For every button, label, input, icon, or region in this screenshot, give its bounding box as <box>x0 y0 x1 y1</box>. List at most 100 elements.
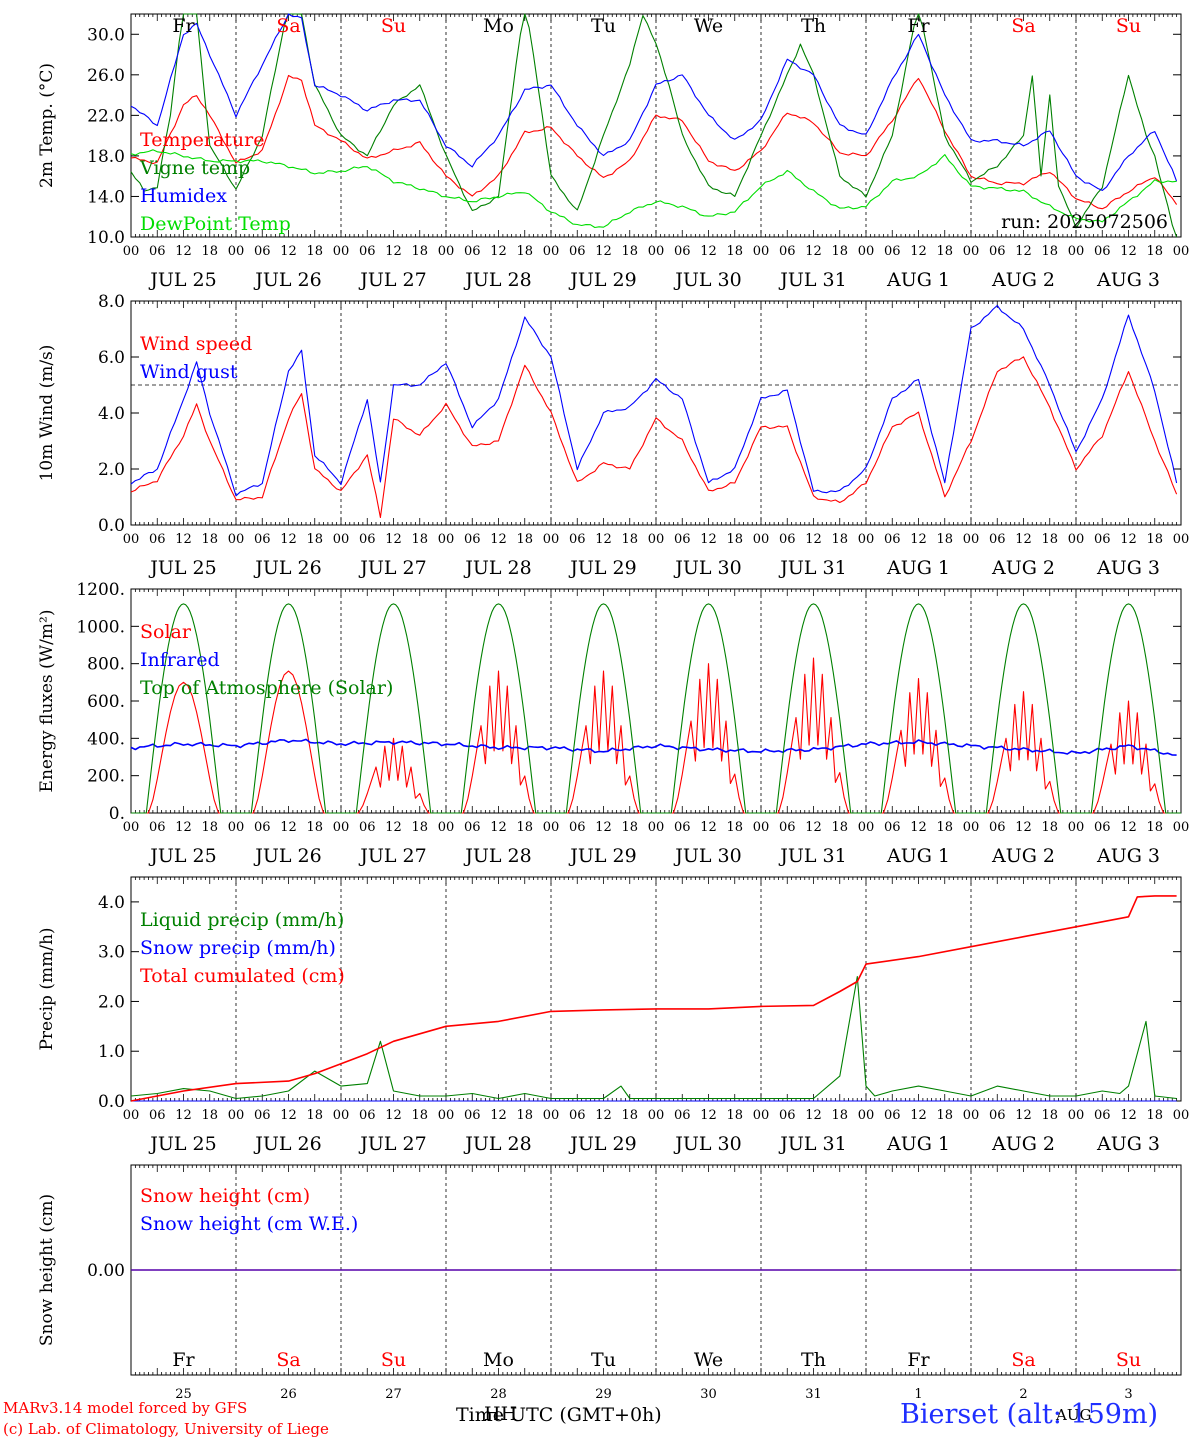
date-label: JUL 26 <box>253 845 321 867</box>
hour-tick-label: 00 <box>963 820 980 835</box>
plot-frame <box>130 588 1182 814</box>
hour-tick-label: 18 <box>411 1108 428 1123</box>
weekday-label: Tu <box>591 15 616 37</box>
y-tick-label: 18.0 <box>87 147 125 167</box>
hour-tick-label: 12 <box>1015 244 1032 259</box>
hour-tick-label: 00 <box>1173 1108 1190 1123</box>
hour-tick-label: 00 <box>438 244 455 259</box>
legend-entry: Temperature <box>140 129 264 151</box>
hour-tick-label: 06 <box>464 532 481 547</box>
hour-tick-label: 00 <box>1173 532 1190 547</box>
hour-tick-label: 06 <box>674 244 691 259</box>
date-label: JUL 29 <box>568 557 636 579</box>
legend-entry: Humidex <box>140 185 227 207</box>
hour-tick-label: 06 <box>1094 244 1111 259</box>
legend-entry: Wind gust <box>140 361 238 383</box>
hour-tick-label: 18 <box>306 244 323 259</box>
hour-tick-label: 18 <box>621 532 638 547</box>
hour-tick-label: 00 <box>123 1108 140 1123</box>
weekday-label-bottom: Sa <box>1011 1349 1035 1371</box>
hour-tick-label: 00 <box>753 532 770 547</box>
hour-tick-label: 00 <box>543 820 560 835</box>
date-label: JUL 30 <box>673 1133 741 1155</box>
hour-tick-label: 12 <box>175 244 192 259</box>
y-axis-label: 2m Temp. (°C) <box>37 63 57 188</box>
legend-entry: Snow height (cm) <box>140 1185 310 1207</box>
hour-tick-label: 18 <box>1041 1108 1058 1123</box>
hour-tick-label: 06 <box>989 532 1006 547</box>
y-tick-label: 200. <box>87 767 125 787</box>
hour-tick-label: 18 <box>516 244 533 259</box>
hour-tick-label: 06 <box>254 244 271 259</box>
weekday-label-bottom: Mo <box>483 1349 514 1371</box>
hour-tick-label: 00 <box>543 244 560 259</box>
hour-tick-label: 12 <box>910 1108 927 1123</box>
station-label: Bierset (alt: 159m) <box>900 1399 1159 1430</box>
date-label: JUL 25 <box>148 845 216 867</box>
hour-tick-label: 12 <box>1120 820 1137 835</box>
date-label: JUL 27 <box>358 557 426 579</box>
hour-tick-label: 00 <box>963 532 980 547</box>
hour-tick-label: 06 <box>674 1108 691 1123</box>
date-label: JUL 25 <box>148 269 216 291</box>
hour-tick-label: 06 <box>149 1108 166 1123</box>
hour-tick-label: 18 <box>831 1108 848 1123</box>
hour-tick-label: 06 <box>569 532 586 547</box>
hour-tick-label: 00 <box>228 1108 245 1123</box>
hour-tick-label: 18 <box>726 1108 743 1123</box>
date-label: AUG 1 <box>886 269 950 291</box>
hour-tick-label: 12 <box>910 244 927 259</box>
legend-entry: Wind speed <box>140 333 252 355</box>
hour-tick-label: 18 <box>1041 820 1058 835</box>
hour-tick-label: 12 <box>700 1108 717 1123</box>
date-label: AUG 3 <box>1096 557 1160 579</box>
hour-tick-label: 00 <box>648 820 665 835</box>
y-axis-label: Snow height (cm) <box>37 1194 57 1346</box>
hour-tick-label: 18 <box>306 532 323 547</box>
date-label: AUG 2 <box>991 1133 1055 1155</box>
hour-tick-label: 18 <box>306 1108 323 1123</box>
hour-tick-label: 00 <box>123 244 140 259</box>
hour-tick-label: 18 <box>726 244 743 259</box>
hour-tick-label: 06 <box>359 1108 376 1123</box>
y-tick-label: 14.0 <box>87 187 125 207</box>
hour-tick-label: 18 <box>831 532 848 547</box>
date-label: JUL 31 <box>778 269 846 291</box>
date-label: JUL 29 <box>568 269 636 291</box>
legend-entry: Snow height (cm W.E.) <box>140 1213 358 1235</box>
hour-tick-label: 00 <box>1173 244 1190 259</box>
credit-line-1: MARv3.14 model forced by GFS <box>3 1399 248 1417</box>
y-axis-label: 10m Wind (m/s) <box>37 345 57 482</box>
hour-tick-label: 12 <box>1120 1108 1137 1123</box>
date-label: JUL 30 <box>673 557 741 579</box>
weekday-label: Sa <box>1011 15 1035 37</box>
hour-tick-label: 06 <box>254 532 271 547</box>
plot-frame <box>130 300 1182 526</box>
series-line-top-of-atmosphere-solar- <box>131 603 1181 814</box>
hour-tick-label: 00 <box>543 1108 560 1123</box>
series-line-dewpoint-temp <box>130 149 1177 229</box>
weekday-label: Fr <box>907 15 930 37</box>
y-tick-label: 6.0 <box>98 348 125 368</box>
hour-tick-label: 18 <box>201 820 218 835</box>
hour-tick-label: 12 <box>1120 532 1137 547</box>
hour-tick-label: 00 <box>648 532 665 547</box>
y-tick-label: 1.0 <box>98 1042 125 1062</box>
date-label: JUL 28 <box>463 269 531 291</box>
date-label: AUG 3 <box>1096 269 1160 291</box>
hour-tick-label: 06 <box>464 1108 481 1123</box>
y-tick-label: 0.0 <box>98 516 125 536</box>
panel-3: 0. 200. 400. 600. 800. 1000. 1200. Energy fluxe… <box>37 580 1189 867</box>
hour-tick-label: 06 <box>884 244 901 259</box>
hour-tick-label: 18 <box>516 1108 533 1123</box>
y-tick-label: 2.0 <box>98 460 125 480</box>
hour-tick-label: 12 <box>910 820 927 835</box>
y-tick-label: 22.0 <box>87 106 125 126</box>
axis-overlay-text: HH <box>484 1403 517 1425</box>
panel-2: 0.0 2.0 4.0 6.0 8.0 10m Wind (m/s) Wind speed W… <box>37 292 1189 579</box>
series-line-wind-speed <box>130 356 1178 519</box>
date-label: JUL 25 <box>148 1133 216 1155</box>
hour-tick-label: 06 <box>674 820 691 835</box>
legend-entry: Total cumulated (cm) <box>140 965 345 987</box>
hour-tick-label: 12 <box>490 244 507 259</box>
